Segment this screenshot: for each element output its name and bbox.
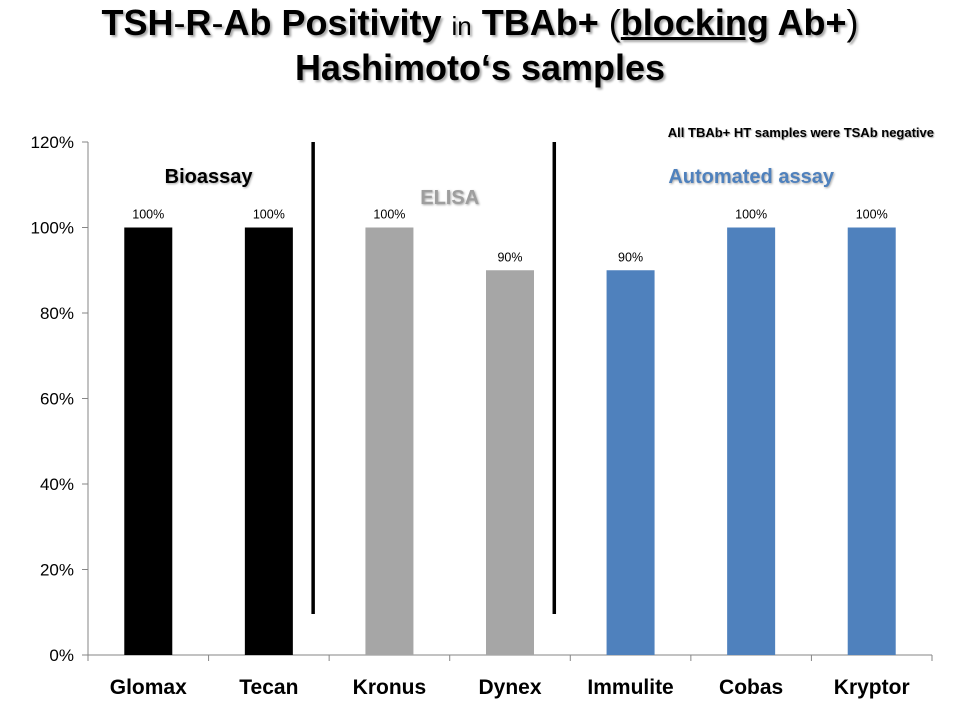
bar-tecan [244, 227, 293, 655]
title-part: in [451, 11, 472, 41]
y-tick-label: 20% [40, 561, 74, 580]
group-label-bioassay: Bioassay [165, 166, 254, 188]
y-tick-label: 0% [49, 646, 74, 665]
chart-title: TSH-R-Ab Positivity in TBAb+ (blocking A… [0, 2, 960, 89]
x-tick-label: Cobas [719, 676, 783, 699]
title-line-2: Hashimoto‘s samples [294, 47, 666, 88]
x-tick-label: Immulite [587, 676, 673, 699]
group-label-automated-assay: Automated assay [668, 166, 834, 188]
title-part: ( [608, 2, 621, 43]
y-tick-label: 40% [40, 475, 74, 494]
annotation-note: All TBAb+ HT samples were TSAb negative [668, 125, 934, 140]
data-label: 100% [735, 208, 767, 222]
data-label: 90% [618, 250, 643, 264]
title-part: Ab+ [768, 2, 847, 43]
title-part: - [211, 2, 224, 43]
title-part: TSH [101, 2, 174, 43]
annotations: Bioassay ELISA Automated assay All TBAb+ HT… [165, 125, 934, 614]
group-label-elisa: ELISA [420, 187, 479, 209]
title-part: R [185, 2, 212, 43]
data-label: 100% [253, 208, 285, 222]
bar-dynex [486, 270, 534, 655]
bar-kronus [365, 227, 414, 655]
y-tick-label: 120% [31, 133, 74, 152]
bars [124, 227, 896, 655]
data-label: 100% [856, 208, 888, 222]
x-tick-label: Glomax [110, 676, 187, 699]
y-tick-label: 80% [40, 304, 74, 323]
x-tick-label: Tecan [239, 676, 298, 699]
labels: 0% 20% 40% 60% 80% 100% 120% 100% Glomax 100% Teca… [31, 133, 910, 699]
title-part: - [173, 2, 186, 43]
bar-kryptor [847, 227, 896, 655]
bar-glomax [124, 227, 173, 655]
title-part: Ab Positivity [223, 2, 452, 43]
bar-immulite [606, 270, 655, 655]
x-tick-label: Dynex [478, 676, 541, 699]
x-tick-label: Kryptor [834, 676, 910, 699]
title-part: blocking [620, 2, 769, 43]
title-line-1: TSH-R-Ab Positivity in TBAb+ (blocking A… [0, 2, 960, 47]
data-label: 90% [497, 250, 522, 264]
data-label: 100% [132, 208, 164, 222]
title-part: ) [846, 2, 859, 43]
y-tick-label: 100% [31, 219, 74, 238]
x-tick-label: Kronus [353, 676, 427, 699]
bar-cobas [727, 227, 776, 655]
data-label: 100% [373, 208, 405, 222]
y-tick-label: 60% [40, 390, 74, 409]
title-part: TBAb+ [471, 2, 609, 43]
